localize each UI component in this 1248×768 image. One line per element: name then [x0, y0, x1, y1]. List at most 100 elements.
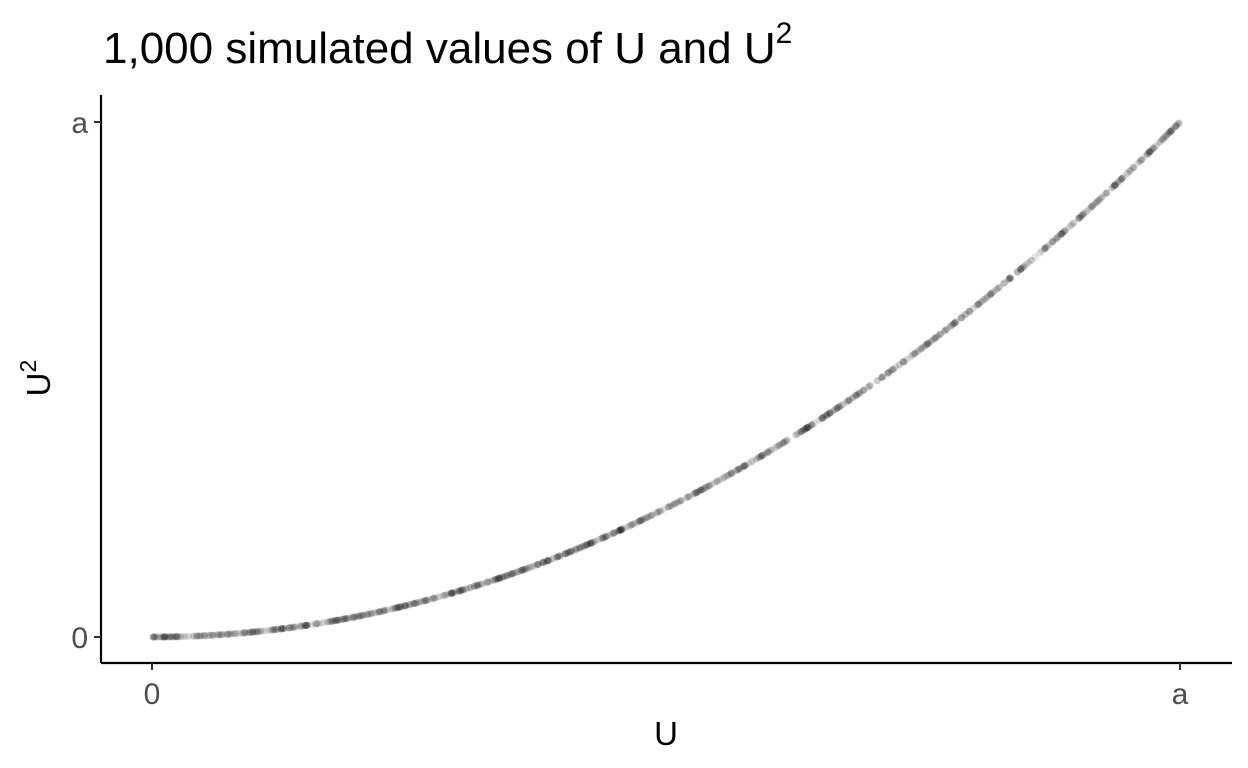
data-point — [775, 441, 783, 450]
data-point — [1040, 245, 1049, 253]
data-point — [866, 382, 874, 390]
data-point — [327, 617, 335, 626]
data-point — [494, 574, 502, 583]
data-point — [352, 613, 360, 621]
data-point — [160, 633, 169, 641]
data-point — [350, 613, 358, 621]
data-point — [1075, 214, 1083, 222]
data-point — [269, 626, 277, 634]
data-point — [591, 537, 599, 545]
data-point — [853, 391, 861, 399]
data-point — [1129, 164, 1137, 172]
data-point — [517, 566, 526, 575]
data-point — [575, 544, 584, 552]
data-point — [379, 607, 387, 615]
data-point — [343, 614, 351, 623]
data-point — [545, 556, 554, 564]
data-point — [911, 349, 919, 357]
data-point — [1175, 119, 1183, 127]
data-point — [836, 402, 844, 410]
data-point — [586, 539, 595, 547]
data-point — [584, 540, 592, 548]
data-point — [852, 392, 860, 400]
data-point — [934, 332, 942, 340]
data-point — [201, 632, 209, 640]
data-point — [447, 589, 455, 598]
data-point — [907, 352, 915, 360]
data-point — [390, 604, 398, 613]
data-point — [958, 313, 966, 321]
data-point — [150, 633, 159, 641]
data-point — [301, 622, 309, 630]
data-point — [555, 552, 563, 560]
data-point — [1052, 235, 1060, 243]
data-point — [952, 318, 960, 326]
data-point — [1016, 265, 1025, 274]
data-point — [631, 519, 639, 528]
data-point — [942, 325, 951, 334]
data-point — [267, 626, 276, 634]
data-point — [1137, 156, 1145, 164]
data-point — [799, 426, 808, 434]
data-point — [288, 623, 296, 632]
data-point — [845, 396, 853, 404]
data-point — [277, 625, 286, 633]
data-point — [731, 467, 740, 475]
data-point — [740, 462, 748, 470]
data-point — [1143, 150, 1152, 158]
data-point — [298, 622, 306, 630]
data-point — [407, 600, 416, 608]
data-point — [1035, 249, 1044, 257]
data-point — [447, 589, 456, 597]
data-point — [610, 529, 618, 537]
data-point — [401, 602, 409, 610]
data-point — [599, 534, 607, 542]
data-point — [747, 458, 755, 466]
data-point — [860, 386, 868, 394]
data-point — [741, 462, 749, 470]
data-point — [1058, 230, 1066, 238]
data-point — [469, 583, 478, 591]
data-point — [1045, 240, 1054, 249]
data-point — [764, 448, 773, 456]
data-point — [473, 581, 481, 590]
data-point — [542, 557, 550, 565]
data-point — [718, 474, 726, 483]
data-point — [200, 632, 208, 640]
data-point — [466, 584, 474, 592]
data-point — [456, 587, 464, 595]
data-point — [637, 516, 645, 524]
data-point — [423, 596, 431, 604]
data-point — [1111, 181, 1119, 189]
data-point — [697, 486, 705, 494]
data-point — [160, 633, 168, 641]
data-point — [773, 442, 782, 450]
data-point — [883, 369, 891, 378]
data-point — [699, 485, 707, 493]
data-point — [1041, 244, 1049, 253]
data-point — [708, 480, 716, 488]
data-point — [511, 569, 519, 577]
data-point — [826, 409, 835, 417]
data-point — [400, 602, 409, 610]
data-point — [641, 515, 649, 523]
data-point — [755, 453, 763, 462]
data-point — [815, 416, 823, 424]
data-point — [382, 606, 390, 614]
data-point — [200, 632, 208, 640]
data-point — [676, 497, 684, 505]
data-point — [474, 581, 482, 589]
data-point — [533, 561, 541, 569]
data-point — [394, 603, 402, 612]
data-point — [594, 536, 602, 544]
data-point — [484, 578, 492, 586]
data-point — [169, 633, 178, 641]
data-point — [725, 471, 733, 479]
data-point — [653, 509, 661, 517]
data-point — [618, 525, 626, 533]
data-point — [986, 291, 994, 299]
data-point — [635, 517, 644, 525]
data-point — [173, 633, 181, 641]
data-point — [335, 616, 343, 624]
data-point — [957, 314, 965, 322]
